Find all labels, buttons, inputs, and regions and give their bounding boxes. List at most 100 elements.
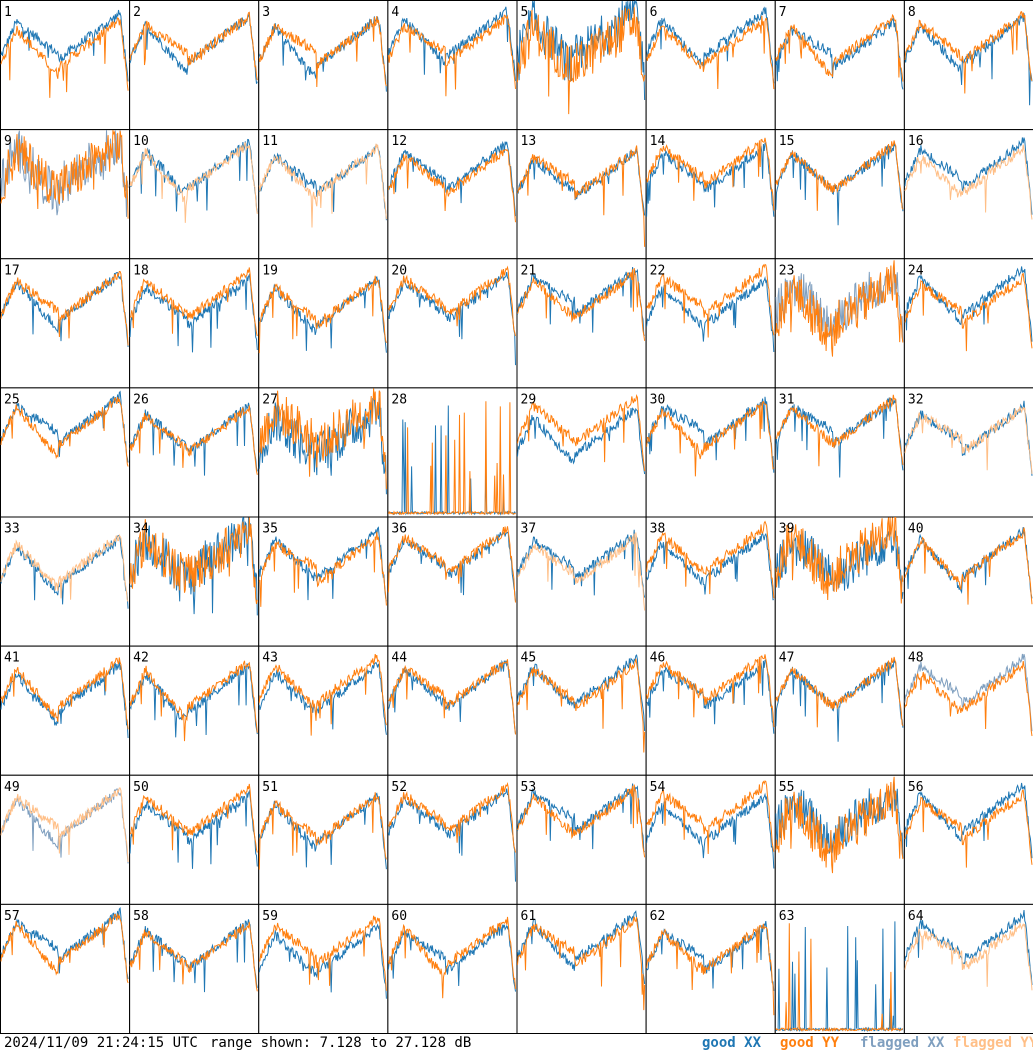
- series-flagged-xx: [904, 653, 1033, 732]
- antenna-panel: 12: [387, 129, 518, 260]
- series-flagged-yy: [517, 532, 646, 611]
- series-good-xx: [0, 9, 129, 82]
- panel-frame: [0, 903, 131, 1034]
- antenna-panel: 42: [129, 645, 260, 776]
- series-good-yy: [517, 268, 646, 341]
- series-good-yy: [904, 527, 1033, 605]
- antenna-panel: 26: [129, 387, 260, 518]
- panel-label: 7: [779, 5, 787, 20]
- antenna-panel: 64: [903, 903, 1033, 1034]
- series-good-xx: [646, 276, 775, 353]
- series-good-xx: [129, 402, 258, 476]
- series-good-xx: [646, 658, 775, 734]
- series-good-yy: [646, 263, 775, 338]
- panel-label: 18: [133, 263, 149, 278]
- series-good-yy: [387, 149, 516, 223]
- series-good-xx: [387, 6, 516, 82]
- series-good-xx: [775, 16, 904, 90]
- series-good-xx: [0, 907, 129, 980]
- series-good-yy: [129, 517, 258, 605]
- antenna-panel: 24: [903, 258, 1033, 389]
- panel-frame: [516, 129, 647, 260]
- panel-label: 44: [391, 651, 407, 666]
- series-good-xx: [0, 390, 129, 463]
- antenna-panel: 54: [645, 774, 776, 905]
- antenna-panel: 21: [516, 258, 647, 389]
- series-good-xx: [517, 266, 646, 336]
- series-good-yy: [129, 783, 258, 853]
- panel-label: 57: [4, 909, 20, 924]
- panel-label: 4: [391, 5, 399, 20]
- series-good-yy: [775, 517, 904, 604]
- panel-label: 43: [262, 651, 278, 666]
- antenna-panel: 13: [516, 129, 647, 260]
- series-good-yy: [387, 916, 516, 999]
- antenna-panel: 6: [645, 0, 776, 131]
- panel-label: 38: [650, 522, 666, 537]
- panel-frame: [0, 645, 131, 776]
- antenna-panel: 20: [387, 258, 518, 389]
- antenna-panel: 2: [129, 0, 260, 131]
- series-flagged-yy: [904, 406, 1033, 474]
- panel-label: 20: [391, 263, 407, 278]
- panel-label: 42: [133, 651, 149, 666]
- antenna-panel: 53: [516, 774, 647, 905]
- panel-label: 16: [908, 134, 924, 149]
- series-good-xx: [775, 141, 904, 226]
- panel-frame: [387, 645, 518, 776]
- antenna-panel: 14: [645, 129, 776, 260]
- panel-label: 47: [779, 651, 795, 666]
- panel-frame: [129, 774, 260, 905]
- panel-label: 25: [4, 392, 20, 407]
- panel-frame: [903, 774, 1033, 905]
- timestamp: 2024/11/09 21:24:15 UTC: [4, 1035, 198, 1051]
- panel-label: 1: [4, 5, 12, 20]
- panel-label: 50: [133, 780, 149, 795]
- series-flagged-yy: [0, 787, 129, 863]
- antenna-panel: 55: [774, 774, 905, 905]
- panel-label: 29: [521, 392, 537, 407]
- antenna-panel: 48: [903, 645, 1033, 776]
- panel-label: 35: [262, 522, 278, 537]
- panel-frame: [129, 258, 260, 389]
- panel-label: 19: [262, 263, 278, 278]
- series-good-yy: [646, 400, 775, 477]
- antenna-panel: 50: [129, 774, 260, 905]
- antenna-panel: 49: [0, 774, 131, 905]
- series-flagged-yy: [904, 144, 1033, 220]
- series-good-yy: [387, 782, 516, 853]
- series-good-yy: [258, 915, 387, 991]
- series-flagged-yy: [258, 143, 387, 228]
- antenna-panel: 45: [516, 645, 647, 776]
- panel-label: 58: [133, 909, 149, 924]
- antenna-panel: 44: [387, 645, 518, 776]
- series-good-xx: [517, 783, 646, 853]
- panel-label: 63: [779, 909, 795, 924]
- panel-label: 22: [650, 263, 666, 278]
- antenna-panel: 58: [129, 903, 260, 1034]
- antenna-panel: 35: [258, 516, 389, 647]
- series-good-yy: [775, 13, 904, 82]
- series-good-xx: [646, 396, 775, 473]
- series-good-xx: [129, 273, 258, 353]
- antenna-panel: 5: [516, 0, 647, 131]
- panel-label: 52: [391, 780, 407, 795]
- series-good-yy: [129, 267, 258, 337]
- panel-label: 45: [521, 651, 537, 666]
- panel-label: 13: [521, 134, 537, 149]
- panel-label: 5: [521, 5, 529, 20]
- series-flagged-yy: [904, 923, 1033, 991]
- series-good-yy: [517, 784, 646, 858]
- panel-frame: [645, 0, 776, 131]
- series-good-yy: [904, 789, 1033, 868]
- panel-frame: [774, 0, 905, 131]
- panel-label: 34: [133, 522, 149, 537]
- antenna-panel: 10: [129, 129, 260, 260]
- series-good-xx: [387, 923, 516, 992]
- antenna-panel: 17: [0, 258, 131, 389]
- antenna-panel: 15: [774, 129, 905, 260]
- series-good-yy: [775, 923, 903, 1032]
- antenna-panel: 31: [774, 387, 905, 518]
- series-good-yy: [775, 140, 904, 211]
